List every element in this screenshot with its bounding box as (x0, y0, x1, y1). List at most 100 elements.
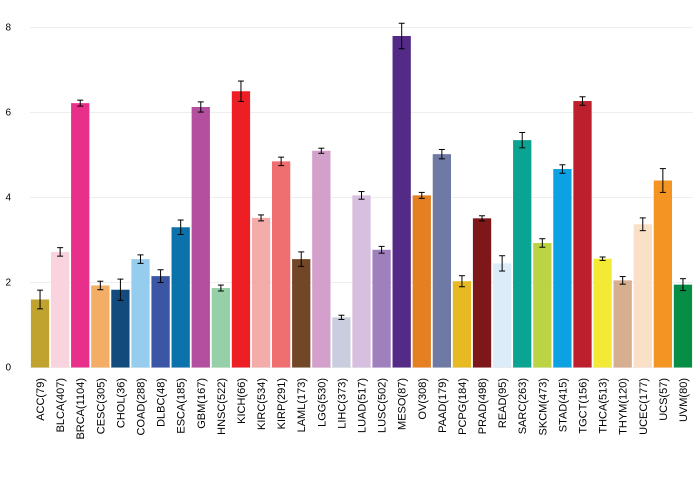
error-bar-ucec (639, 217, 646, 232)
error-bar-luad (358, 191, 365, 200)
y-tick-label: 8 (5, 23, 11, 34)
error-bar-kirp (278, 156, 285, 167)
bar-esca[interactable] (171, 227, 190, 368)
bar-acc[interactable] (30, 299, 50, 368)
bar-blca[interactable] (50, 251, 70, 368)
bar-kich[interactable] (231, 91, 251, 368)
error-bar-skcm (539, 238, 546, 248)
error-bar-lgg (318, 147, 325, 154)
bar-luad[interactable] (352, 195, 371, 368)
bar-kirc[interactable] (251, 217, 271, 368)
bar-prad[interactable] (472, 218, 492, 368)
error-bar-read (499, 255, 506, 272)
error-bars (37, 22, 686, 320)
error-bar-pcpg (458, 275, 465, 288)
x-tick-label: ACC(79) (35, 378, 47, 421)
error-bar-lusc (378, 245, 385, 254)
bar-tgct[interactable] (573, 101, 592, 368)
x-tick-label: PAAD(179) (437, 378, 449, 433)
error-bar-ucs (659, 168, 666, 193)
bar-paad[interactable] (432, 154, 452, 368)
error-bar-ov (418, 191, 425, 199)
bar-kirp[interactable] (271, 161, 291, 368)
error-bar-stad (559, 164, 566, 174)
error-bar-acc (37, 289, 44, 310)
bar-lgg[interactable] (312, 150, 331, 368)
bar-skcm[interactable] (533, 242, 552, 368)
x-tick-label: UCS(57) (658, 378, 670, 421)
error-bar-cesc (97, 280, 104, 291)
bars (30, 36, 693, 368)
error-bar-paad (438, 148, 445, 160)
bar-ucs[interactable] (653, 180, 673, 368)
bar-laml[interactable] (292, 259, 311, 368)
x-tick-label: PRAD(498) (477, 378, 489, 434)
bar-lihc[interactable] (332, 317, 351, 368)
bar-brca[interactable] (71, 103, 90, 368)
error-bar-meso (398, 22, 405, 50)
y-tick-label: 0 (5, 363, 11, 374)
x-tick-label: CHOL(36) (115, 378, 127, 428)
error-bar-blca (57, 247, 64, 257)
x-tick-label: COAD(288) (136, 378, 148, 435)
bar-read[interactable] (492, 263, 512, 368)
bar-thym[interactable] (613, 280, 632, 368)
bar-coad[interactable] (131, 259, 150, 368)
x-tick-label: THYM(120) (618, 378, 630, 435)
error-bar-kirc (258, 214, 265, 222)
x-tick-label: THCA(513) (598, 378, 610, 434)
bar-cesc[interactable] (91, 285, 110, 368)
x-tick-label: BRCA(1104) (75, 378, 87, 440)
y-tick-label: 2 (5, 278, 11, 289)
error-bar-thca (599, 256, 606, 261)
x-tick-label: LUAD(517) (357, 378, 369, 433)
bar-gbm[interactable] (191, 106, 210, 368)
bar-stad[interactable] (553, 169, 572, 368)
x-tick-label: LAML(173) (296, 378, 308, 432)
bar-uvm[interactable] (673, 284, 693, 368)
x-tick-label: SKCM(473) (537, 378, 549, 435)
x-tick-label: HNSC(522) (216, 378, 228, 435)
error-bar-esca (177, 219, 184, 235)
x-tick-label: DLBC(48) (156, 378, 168, 427)
error-bar-lihc (338, 314, 345, 320)
x-tick-label: TGCT(156) (578, 378, 590, 434)
error-bar-laml (298, 251, 305, 267)
x-tick-label: LIHC(373) (336, 378, 348, 429)
bar-sarc[interactable] (513, 140, 532, 368)
bar-chol[interactable] (111, 289, 130, 368)
x-tick-label: LGG(530) (316, 378, 328, 427)
error-bar-sarc (519, 131, 526, 149)
x-tick-label: BLCA(407) (55, 378, 67, 432)
y-tick-label: 6 (5, 108, 11, 119)
bar-ucec[interactable] (633, 224, 652, 368)
bar-lusc[interactable] (372, 249, 391, 368)
bar-pcpg[interactable] (452, 281, 472, 368)
x-tick-label: KICH(66) (236, 378, 248, 424)
x-tick-label: UVM(80) (678, 378, 690, 422)
bar-ov[interactable] (412, 195, 431, 368)
error-bar-prad (479, 215, 486, 222)
error-bar-thym (619, 276, 626, 285)
error-bar-gbm (197, 101, 204, 113)
error-bar-brca (77, 99, 84, 107)
x-tick-label: PCPG(184) (457, 378, 469, 435)
x-tick-label: OV(308) (417, 378, 429, 420)
bar-meso[interactable] (392, 36, 411, 368)
error-bar-chol (117, 278, 124, 301)
x-tick-label: MESO(87) (397, 378, 409, 430)
x-axis-ticks: ACC(79) BLCA(407) BRCA(1104) CESC(305) CHOL(… (35, 378, 690, 440)
x-tick-label: STAD(415) (557, 378, 569, 432)
x-tick-label: LUSC(502) (377, 378, 389, 433)
bar-hnsc[interactable] (211, 288, 231, 368)
x-tick-label: UCEC(177) (638, 378, 650, 435)
bar-thca[interactable] (593, 258, 612, 368)
x-tick-label: SARC(263) (517, 378, 529, 434)
error-bar-tgct (579, 96, 586, 106)
bar-dlbc[interactable] (151, 276, 170, 368)
error-bar-uvm (679, 278, 686, 292)
x-tick-label: READ(95) (497, 378, 509, 428)
y-axis-ticks: 0 2 4 6 8 (5, 23, 11, 374)
